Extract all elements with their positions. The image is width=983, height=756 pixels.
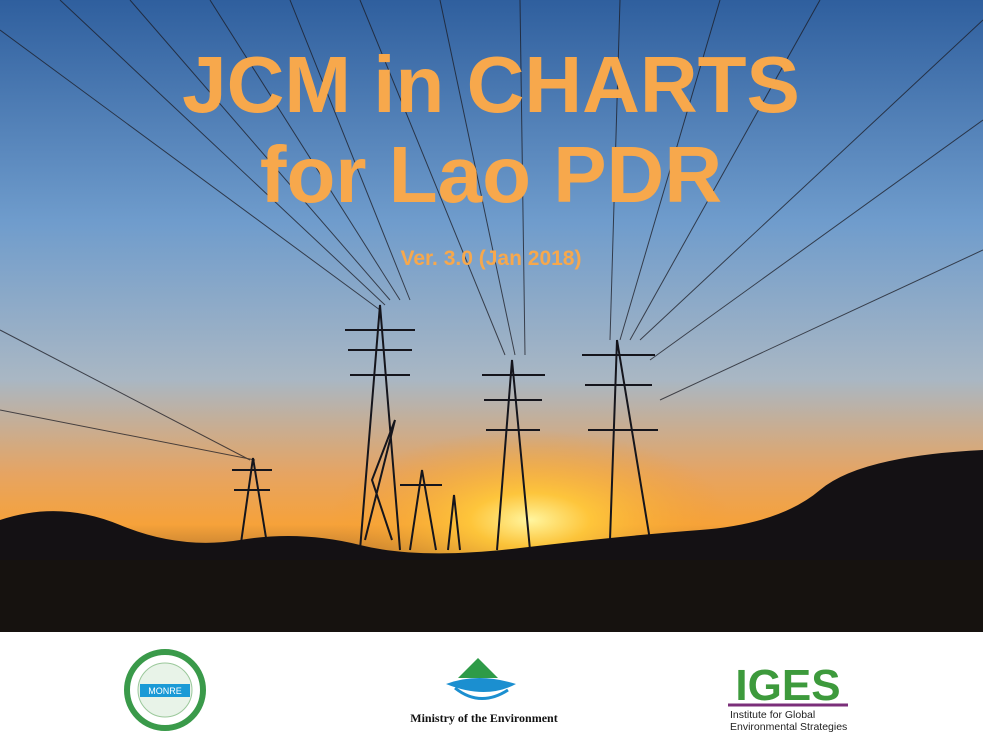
background-photo-part-part [609, 339, 651, 541]
title-line: for Lao PDR [260, 130, 722, 219]
background-photo-part-part [289, 0, 411, 301]
background-photo-part-part [359, 304, 401, 551]
iges-subtitle: Environmental Strategies [730, 721, 847, 733]
background-photo [0, 0, 983, 632]
background-photo-part-part [609, 0, 621, 341]
monre-label: MONRE [148, 686, 182, 696]
background-photo-part-part [364, 419, 396, 541]
background-photo-part-part [239, 457, 269, 551]
moe-logo [446, 658, 516, 700]
moe-label: Ministry of the Environment [410, 711, 557, 725]
title-line: JCM in CHARTS [182, 40, 800, 129]
moe-logo-part [458, 658, 498, 678]
background-photo-part-part [649, 119, 983, 361]
background-photo-part-part [59, 0, 386, 306]
background-photo-part-part [359, 0, 506, 356]
monre-logo-part [140, 684, 190, 697]
background-photo-part-part [0, 29, 381, 311]
background-photo-part-part [496, 359, 531, 551]
background-photo-part-part [447, 494, 461, 551]
background-photo-part-part [0, 409, 256, 461]
subtitle: Ver. 3.0 (Jan 2018) [401, 247, 582, 270]
background-photo-part-part [659, 249, 983, 401]
background-photo-part [0, 560, 983, 632]
iges-subtitle: Institute for Global [730, 709, 815, 721]
moe-logo-part [454, 686, 509, 700]
background-photo-part [232, 304, 658, 551]
moe-logo-part [446, 678, 516, 692]
background-photo-part-part [209, 0, 401, 301]
background-photo-part-part [409, 469, 437, 551]
background-photo-part-part [0, 329, 251, 461]
background-photo-part-part [129, 0, 391, 301]
background-photo-part-part [639, 19, 983, 341]
background-photo-part-part [439, 0, 516, 356]
background-photo-part-part [619, 0, 721, 341]
background-photo-part [0, 0, 983, 461]
monre-logo [124, 649, 206, 731]
iges-label: IGES [735, 661, 840, 710]
background-photo-part-part [519, 0, 526, 356]
background-photo-part-part [629, 0, 821, 341]
